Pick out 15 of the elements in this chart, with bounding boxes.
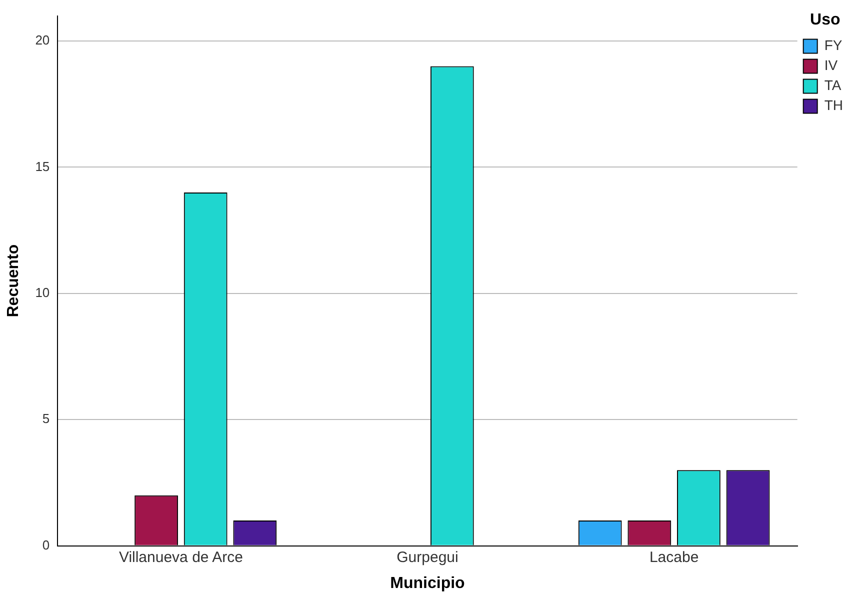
legend-label: TH [824, 97, 844, 114]
y-axis-title: Recuento [5, 244, 22, 318]
legend-label: TA [824, 77, 842, 94]
legend-label: IV [824, 57, 838, 74]
y-tick-label: 0 [42, 537, 50, 552]
x-tick-label: Villanueva de Arce [118, 548, 243, 566]
legend-label: FY [824, 37, 843, 54]
x-tick-label: Lacabe [649, 548, 699, 566]
y-tick-label: 5 [42, 411, 50, 426]
x-axis-title: Municipio [390, 574, 466, 592]
y-tick-label: 10 [35, 284, 50, 300]
legend-title: Uso [810, 11, 841, 28]
x-tick-label: Gurpegui [396, 548, 458, 566]
y-tick-label: 15 [35, 158, 50, 174]
y-tick-label: 20 [35, 32, 50, 48]
